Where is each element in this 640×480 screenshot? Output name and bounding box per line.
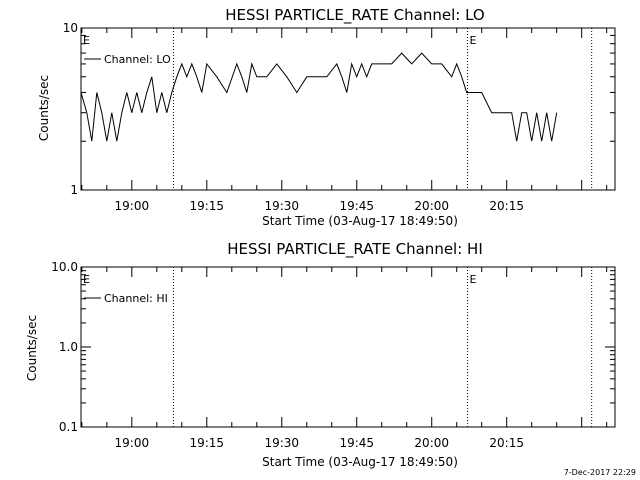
y-tick-label: 10 — [63, 21, 78, 35]
series-line — [80, 52, 558, 142]
y-tick-label: 1 — [70, 183, 78, 197]
y-tick-label: 1.0 — [59, 340, 78, 354]
x-tick-label: 19:45 — [339, 436, 374, 450]
chart-panel-lo: HESSI PARTICLE_RATE Channel: LO Start Ti… — [37, 6, 616, 228]
legend-label: Channel: LO — [104, 53, 171, 66]
legend-label: Channel: HI — [104, 292, 168, 305]
y-tick-label: 10.0 — [51, 260, 78, 274]
x-axis-label: Start Time (03-Aug-17 18:49:50) — [262, 214, 458, 228]
footer-timestamp: 7-Dec-2017 22:29 — [564, 468, 636, 477]
x-tick-label: 19:15 — [189, 436, 224, 450]
plot-frame — [80, 266, 616, 428]
x-tick-label: 20:15 — [489, 199, 524, 213]
chart-title: HESSI PARTICLE_RATE Channel: LO — [225, 6, 484, 25]
x-tick-label: 20:00 — [414, 199, 449, 213]
y-axis-label: Counts/sec — [37, 75, 51, 141]
event-marker-label: E — [83, 34, 90, 47]
y-tick-label: 0.1 — [59, 420, 78, 434]
x-axis-label: Start Time (03-Aug-17 18:49:50) — [262, 455, 458, 469]
x-tick-label: 19:00 — [115, 199, 150, 213]
chart-panel-hi: HESSI PARTICLE_RATE Channel: HI Start Ti… — [25, 240, 616, 469]
event-marker-label: E — [470, 273, 477, 286]
y-axis-label: Counts/sec — [25, 315, 39, 381]
chart-title: HESSI PARTICLE_RATE Channel: HI — [227, 240, 483, 259]
plot-frame — [80, 27, 616, 191]
x-tick-label: 19:00 — [115, 436, 150, 450]
x-tick-label: 19:30 — [264, 436, 299, 450]
x-tick-label: 19:45 — [339, 199, 374, 213]
event-marker-label: E — [470, 34, 477, 47]
x-tick-label: 20:15 — [489, 436, 524, 450]
x-tick-label: 20:00 — [414, 436, 449, 450]
x-tick-label: 19:30 — [264, 199, 299, 213]
x-tick-label: 19:15 — [189, 199, 224, 213]
event-marker-label: E — [83, 273, 90, 286]
